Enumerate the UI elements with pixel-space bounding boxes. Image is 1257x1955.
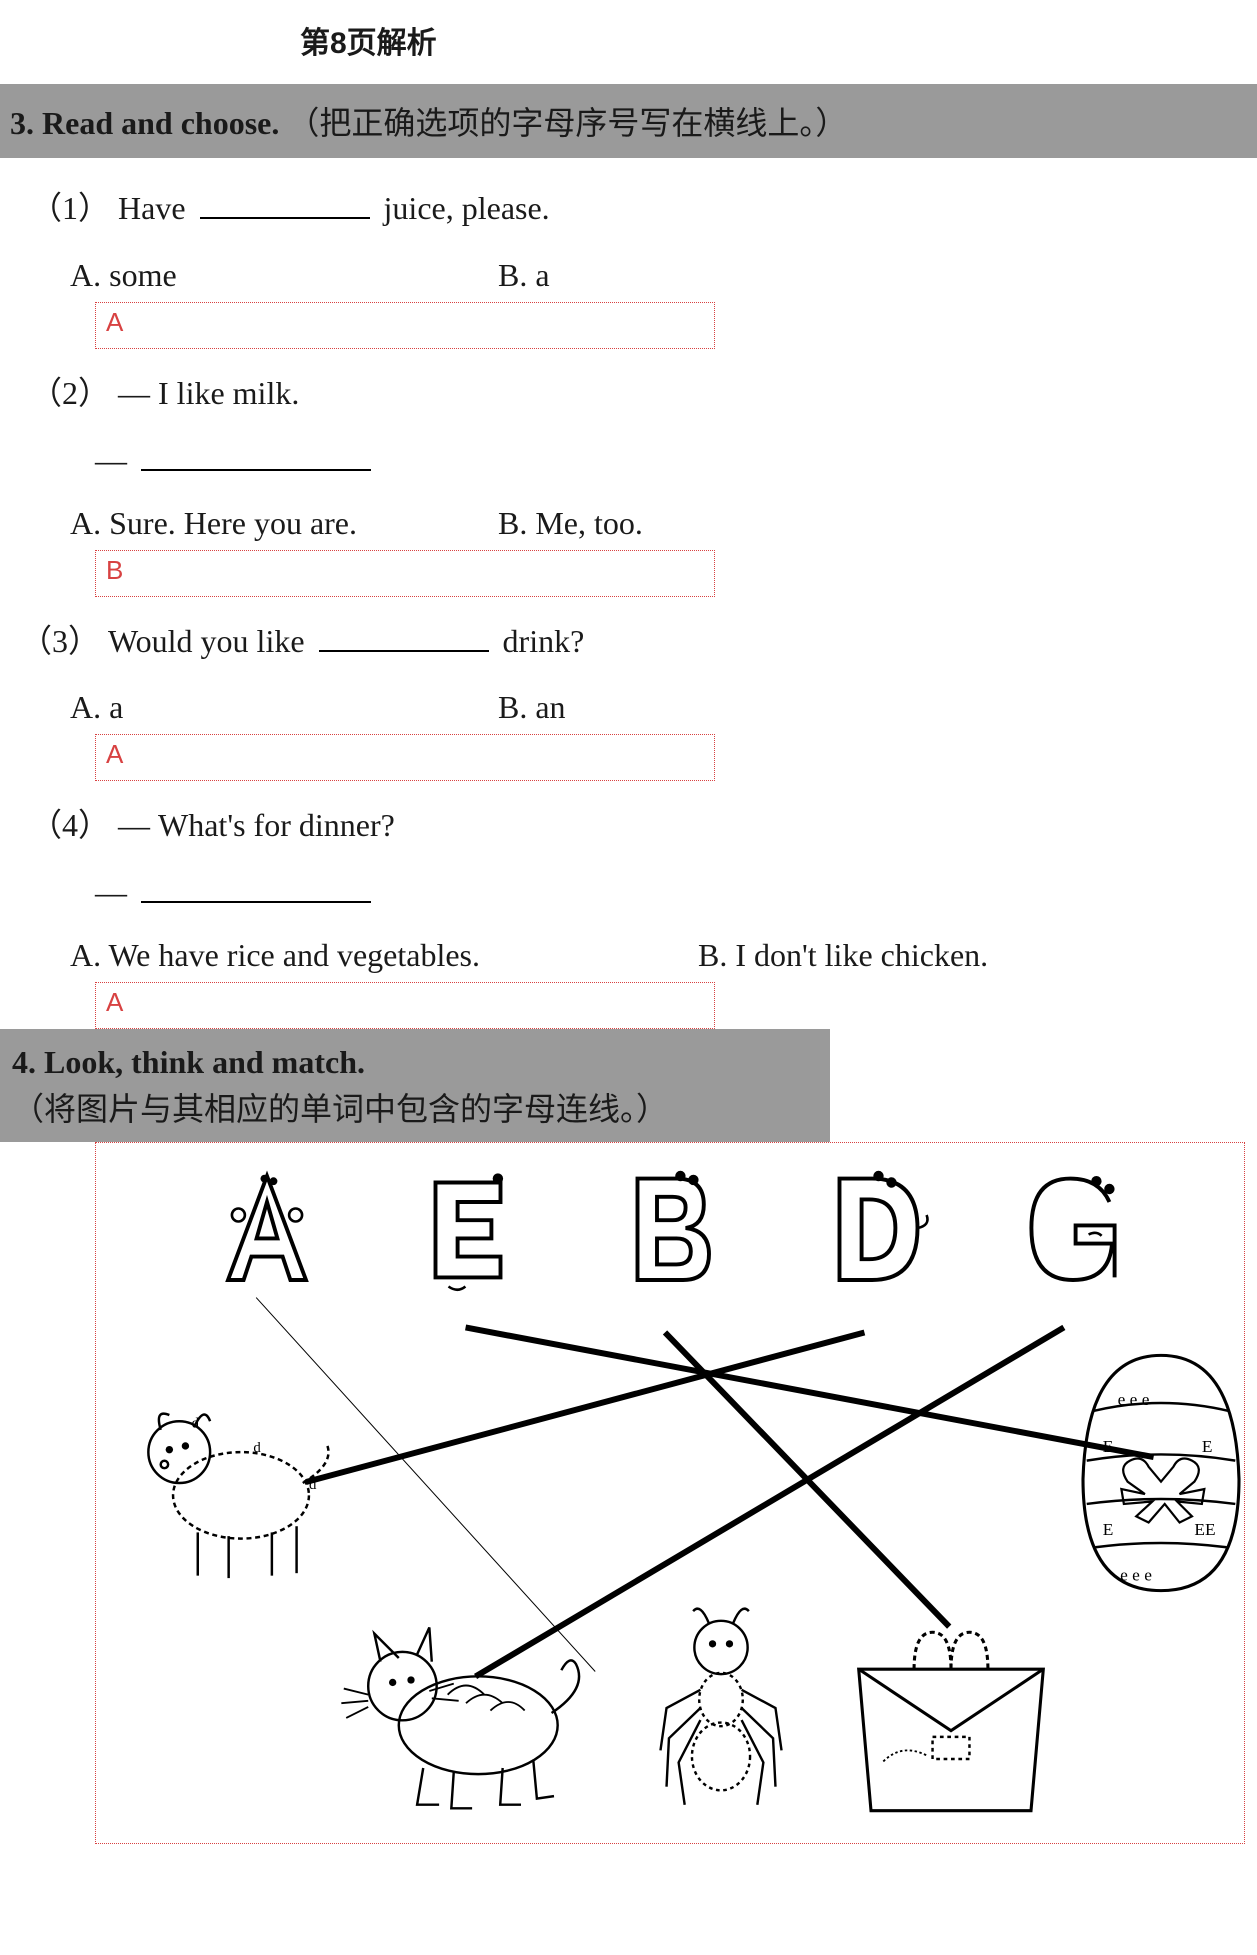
q2-options: A. Sure. Here you are. B. Me, too. (70, 505, 1257, 542)
q4-answer-box: A (95, 982, 715, 1029)
picture-row: d d d (106, 1323, 1234, 1833)
q3-pre: Would you like (108, 623, 305, 659)
section4-title-en: Look, think and match. (44, 1044, 365, 1080)
match-area: d d d (95, 1142, 1245, 1844)
q4-line1: — What's for dinner? (118, 807, 395, 843)
question-1: （1） Have juice, please. (30, 186, 1257, 231)
q1-opt-b: B. a (498, 257, 550, 293)
q3-answer: A (106, 739, 123, 769)
letter-G-icon (1003, 1163, 1143, 1293)
q4-opt-b: B. I don't like chicken. (698, 937, 988, 973)
dog-icon: d d d (116, 1378, 366, 1588)
q2-answer: B (106, 555, 123, 585)
q1-text: （1） Have juice, please. (30, 186, 1257, 231)
q3-text: （3） Would you like drink? (20, 619, 1257, 664)
q3-opt-a: A. a (70, 689, 490, 726)
q4-answer: A (106, 987, 123, 1017)
q2-opt-a: A. Sure. Here you are. (70, 505, 490, 542)
letter-D-icon (802, 1163, 942, 1293)
q1-blank[interactable] (200, 193, 370, 219)
section3-title-en: Read and choose. (42, 105, 279, 141)
section3-title-zh: （把正确选项的字母序号写在横线上。） (287, 105, 847, 141)
bag-icon (826, 1583, 1076, 1823)
svg-text:e e e: e e e (1118, 1390, 1150, 1409)
section4-number: 4. (12, 1044, 36, 1080)
q4-options: A. We have rice and vegetables. B. I don… (70, 937, 1257, 974)
q1-pre: Have (118, 190, 186, 226)
letter-A-icon (197, 1163, 337, 1293)
q4-blank[interactable] (141, 878, 371, 904)
q4-dash: — (95, 874, 1257, 911)
q3-options: A. a B. an (70, 689, 1257, 726)
q4-opt-a: A. We have rice and vegetables. (70, 937, 690, 974)
q1-answer-box: A (95, 302, 715, 349)
page-title: 第8页解析 (0, 0, 1257, 84)
q2-num: （2） (30, 375, 110, 411)
q3-post: drink? (503, 623, 585, 659)
svg-text:e e e: e e e (1120, 1566, 1152, 1585)
question-4: （4） — What's for dinner? (30, 803, 1257, 848)
cat-icon (326, 1603, 606, 1823)
question-3: （3） Would you like drink? (20, 619, 1257, 664)
q4-text: （4） — What's for dinner? (30, 803, 1257, 848)
q1-answer: A (106, 307, 123, 337)
q1-opt-a: A. some (70, 257, 490, 294)
q4-num: （4） (30, 807, 110, 843)
question-2: （2） — I like milk. (30, 371, 1257, 416)
svg-text:E: E (1202, 1437, 1213, 1456)
letter-E-icon (398, 1163, 538, 1293)
section4-title-zh: （将图片与其相应的单词中包含的字母连线。） (12, 1091, 668, 1127)
q3-num: （3） (20, 623, 100, 659)
q3-answer-box: A (95, 734, 715, 781)
svg-text:d: d (192, 1415, 200, 1431)
svg-text:E: E (1103, 1520, 1114, 1539)
svg-text:d: d (253, 1440, 261, 1456)
q1-post: juice, please. (384, 190, 550, 226)
ant-icon (616, 1593, 826, 1823)
section3-number: 3. (10, 105, 34, 141)
q1-num: （1） (30, 190, 110, 226)
q2-dash: — (95, 442, 1257, 479)
section3-header: 3. Read and choose. （把正确选项的字母序号写在横线上。） (0, 84, 1257, 158)
svg-text:d: d (309, 1477, 317, 1493)
q2-text: （2） — I like milk. (30, 371, 1257, 416)
section4-header: 4. Look, think and match. （将图片与其相应的单词中包含… (0, 1029, 830, 1142)
q3-blank[interactable] (319, 626, 489, 652)
q2-line1: — I like milk. (118, 375, 299, 411)
letter-row (106, 1163, 1234, 1293)
q2-opt-b: B. Me, too. (498, 505, 643, 541)
svg-text:EE: EE (1194, 1520, 1215, 1539)
letter-B-icon (600, 1163, 740, 1293)
q3-opt-b: B. an (498, 689, 566, 725)
q2-answer-box: B (95, 550, 715, 597)
q1-options: A. some B. a (70, 257, 1257, 294)
q2-blank[interactable] (141, 445, 371, 471)
egg-icon: e e e E E E EE e e e (1066, 1343, 1256, 1603)
svg-text:E: E (1103, 1437, 1114, 1456)
